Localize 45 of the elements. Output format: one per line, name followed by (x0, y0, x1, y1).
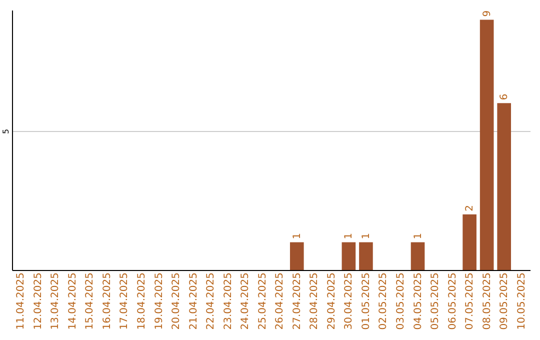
x-tick-label: 28.04.2025 (309, 272, 320, 330)
x-tick-label: 25.04.2025 (257, 272, 268, 330)
x-tick-label: 27.04.2025 (292, 272, 303, 330)
x-tick-label: 24.04.2025 (240, 272, 252, 330)
x-tick-label: 26.04.2025 (274, 272, 286, 330)
x-tick-label: 16.04.2025 (102, 272, 113, 330)
bar (290, 242, 304, 270)
data-label: 6 (499, 94, 510, 100)
x-tick-label: 11.04.2025 (16, 272, 27, 330)
x-tick-label: 10.05.2025 (516, 272, 528, 330)
x-tick-label: 04.05.2025 (412, 272, 424, 330)
x-tick-label: 18.04.2025 (136, 272, 148, 330)
data-label: 9 (482, 10, 493, 17)
x-tick-label: 09.05.2025 (499, 272, 510, 330)
x-tick-label: 06.05.2025 (447, 272, 458, 330)
data-label: 1 (344, 232, 355, 240)
x-tick-label: 30.04.2025 (344, 272, 355, 330)
x-tick-label: 03.05.2025 (396, 272, 406, 330)
data-label: 2 (464, 205, 476, 212)
x-tick-label: 13.04.2025 (50, 272, 62, 330)
x-tick-label: 21.04.2025 (188, 272, 200, 330)
x-tick-label: 14.04.2025 (67, 272, 78, 330)
data-label: 1 (292, 232, 303, 240)
data-label: 1 (412, 232, 424, 240)
x-tick-label: 02.05.2025 (378, 272, 390, 330)
x-tick-label: 12.04.2025 (32, 272, 44, 330)
x-tick-label: 08.05.2025 (482, 272, 493, 330)
x-tick-label: 23.04.2025 (222, 272, 234, 330)
x-tick-label: 15.04.2025 (84, 272, 96, 330)
y-tick-label: 5 (2, 128, 10, 134)
x-tick-label: 29.04.2025 (326, 272, 338, 330)
bar (462, 214, 476, 270)
x-tick-label: 07.05.2025 (464, 272, 476, 330)
bar (342, 242, 356, 270)
x-tick-label: 19.04.2025 (154, 272, 165, 330)
x-tick-label: 20.04.2025 (171, 272, 182, 330)
x-tick-label: 17.04.2025 (119, 272, 130, 330)
bar (410, 242, 425, 270)
x-tick-label: 01.05.2025 (360, 272, 372, 330)
bar (497, 103, 512, 270)
bar (480, 20, 494, 270)
x-tick-label: 05.05.2025 (430, 272, 442, 330)
bar (359, 242, 373, 270)
data-label: 1 (360, 232, 372, 240)
x-tick-label: 22.04.2025 (206, 272, 217, 330)
